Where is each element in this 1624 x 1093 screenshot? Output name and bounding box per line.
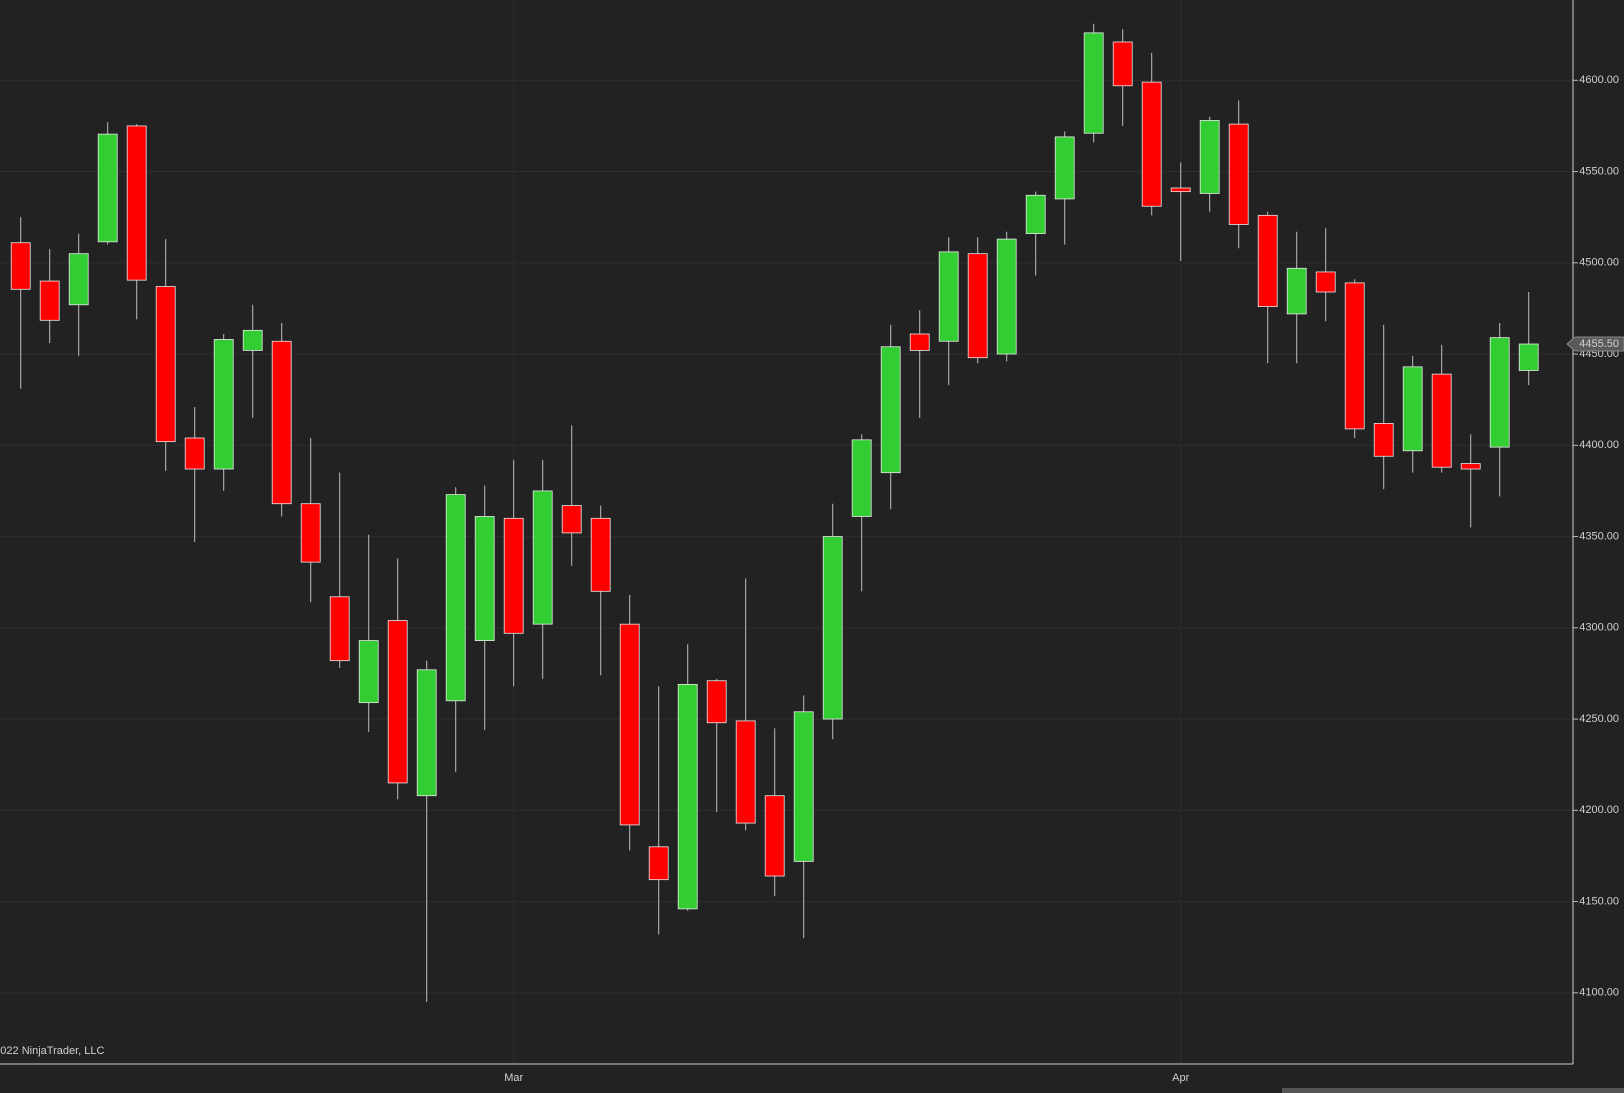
candle-body (532, 490, 553, 625)
copyright: © 2022 NinjaTrader, LLC (0, 1045, 104, 1057)
y-tick-label: 4250.00 (1579, 713, 1619, 725)
candle-body (822, 536, 843, 720)
candle-body (619, 623, 640, 826)
candle-body (909, 333, 930, 351)
y-tick-label: 4400.00 (1579, 439, 1619, 451)
candle-body (996, 238, 1017, 355)
y-tick-label: 4150.00 (1579, 895, 1619, 907)
candle-body (793, 711, 814, 862)
candle-body (358, 640, 379, 704)
candle-body (880, 346, 901, 474)
candle-body (1315, 271, 1336, 293)
candle-body (1373, 423, 1394, 457)
candle-body (1402, 366, 1423, 452)
x-tick-label: Apr (1172, 1072, 1189, 1084)
y-tick-label: 4300.00 (1579, 622, 1619, 634)
candle-body (735, 720, 756, 824)
candle-body (1112, 41, 1133, 87)
candle-body (503, 517, 524, 634)
candle-body (213, 339, 234, 470)
candle-body (445, 494, 466, 702)
candle-body (1054, 136, 1075, 200)
x-tick-label: Mar (504, 1072, 523, 1084)
candle-body (1170, 187, 1191, 193)
candle-body (1518, 343, 1539, 371)
candle-body (590, 517, 611, 592)
candle-body (68, 253, 89, 306)
candle-body (967, 253, 988, 359)
candle-body (677, 683, 698, 910)
candle-body (1228, 123, 1249, 225)
candle-body (39, 280, 60, 321)
candle-body (300, 503, 321, 563)
y-tick-label: 4350.00 (1579, 530, 1619, 542)
candle-body (1257, 214, 1278, 308)
candle-body (10, 242, 31, 290)
candle-body (764, 795, 785, 877)
candle-body (126, 125, 147, 281)
candle-body (329, 596, 350, 662)
y-tick-label: 4200.00 (1579, 804, 1619, 816)
candle-body (97, 133, 118, 243)
price-marker (1566, 336, 1624, 352)
candle-body (1199, 120, 1220, 194)
candle-body (155, 286, 176, 443)
candle-body (706, 680, 727, 724)
scrollbar[interactable] (1282, 1088, 1624, 1093)
candle-body (271, 340, 292, 505)
candle-body (1141, 81, 1162, 207)
candle-body (1431, 373, 1452, 468)
candle-body (416, 669, 437, 797)
candle-body (387, 620, 408, 784)
candle-body (1344, 282, 1365, 430)
candle-body (184, 437, 205, 470)
y-tick-label: 4550.00 (1579, 165, 1619, 177)
candle-body (1083, 32, 1104, 134)
candle-body (242, 329, 263, 351)
candle-body (1286, 267, 1307, 315)
y-tick-label: 4600.00 (1579, 74, 1619, 86)
y-tick-label: 4500.00 (1579, 257, 1619, 269)
candle-body (1460, 463, 1481, 470)
candle-body (648, 846, 669, 881)
candle-body (938, 251, 959, 342)
candle-body (1489, 337, 1510, 448)
price-marker-label: 4455.50 (1579, 338, 1619, 350)
y-tick-label: 4100.00 (1579, 987, 1619, 999)
candle-body (561, 505, 582, 534)
candle-body (1025, 194, 1046, 235)
candle-body (851, 439, 872, 517)
candle-body (474, 516, 495, 641)
